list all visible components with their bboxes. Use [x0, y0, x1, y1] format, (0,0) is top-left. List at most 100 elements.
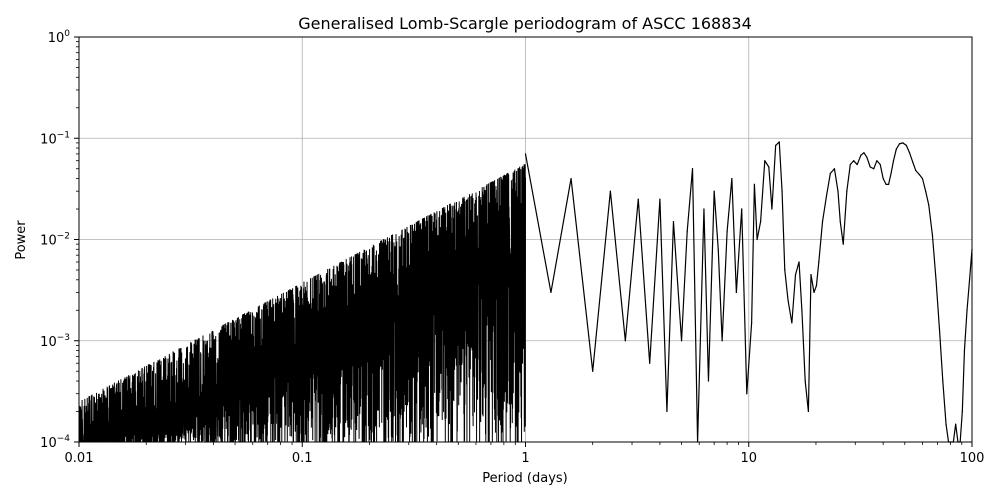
series-point — [839, 221, 841, 223]
series-point — [760, 221, 762, 223]
series-point — [691, 168, 694, 170]
series-point — [807, 410, 810, 413]
x-tick-label: 1 — [521, 451, 529, 466]
series-point — [813, 291, 815, 294]
series-point — [764, 160, 766, 162]
series-point — [672, 221, 675, 223]
series-point — [963, 349, 966, 352]
x-tick-label: 100 — [960, 451, 985, 466]
series-point — [649, 362, 651, 364]
y-axis-label: Power — [14, 220, 29, 260]
series-point — [735, 291, 737, 294]
series-point — [945, 423, 947, 425]
series-point — [898, 143, 901, 145]
tick-layer: 0.01 0.1 1 10 100 10−4 10−3 10−2 10−1 100 — [40, 29, 984, 466]
series-point — [902, 142, 904, 144]
series-point — [825, 195, 828, 197]
series-point — [753, 183, 756, 186]
series-layer — [524, 141, 973, 443]
series-point — [721, 340, 723, 342]
series-point — [921, 177, 924, 180]
series-point — [771, 208, 773, 210]
series-point — [778, 141, 780, 143]
series-point — [703, 208, 705, 210]
series-point — [592, 370, 594, 372]
series-point — [794, 274, 797, 276]
dense-noise-path — [78, 164, 526, 443]
series-point — [866, 156, 868, 158]
series-point — [938, 328, 941, 330]
series-point — [666, 410, 668, 413]
series-point — [804, 380, 806, 382]
series-point — [849, 163, 851, 166]
series-point — [853, 160, 855, 162]
series-point — [955, 423, 957, 425]
series-point — [918, 173, 920, 175]
series-point — [550, 291, 552, 294]
x-axis-label: Period (days) — [482, 471, 568, 486]
y-tick-label: 10−1 — [40, 130, 70, 147]
series-point — [869, 166, 871, 168]
series-point — [908, 152, 911, 154]
series-point — [905, 144, 907, 146]
series-point — [637, 198, 639, 200]
series-point — [731, 177, 733, 180]
chart-title: Generalised Lomb-Scargle periodogram of … — [298, 14, 752, 33]
series-point — [961, 410, 963, 413]
series-point — [942, 380, 944, 382]
series-point — [775, 144, 777, 146]
series-point — [791, 322, 793, 324]
series-point — [873, 168, 875, 170]
series-point — [717, 248, 719, 250]
series-point — [935, 279, 937, 281]
series-point — [895, 148, 897, 150]
series-point — [885, 183, 887, 186]
series-point — [784, 269, 786, 271]
y-tick-label: 10−4 — [40, 434, 70, 451]
series-point — [890, 172, 892, 174]
x-tick-label: 10 — [740, 451, 757, 466]
series-point — [892, 160, 895, 162]
series-point — [860, 154, 862, 156]
series-point — [659, 198, 661, 200]
series-point — [818, 261, 820, 263]
series-point — [624, 340, 626, 342]
series-point — [680, 340, 683, 342]
series-point — [741, 208, 743, 210]
series-point — [726, 230, 728, 233]
series-point — [931, 234, 934, 236]
series-point — [925, 190, 927, 192]
series-point — [801, 309, 803, 311]
series-point — [882, 177, 884, 180]
periodogram-dense-trace — [78, 164, 526, 443]
series-point — [915, 169, 917, 172]
series-point — [570, 177, 572, 180]
series-point — [966, 309, 968, 311]
series-point — [756, 238, 758, 241]
series-point — [686, 230, 688, 233]
x-tick-label: 0.01 — [65, 451, 94, 466]
series-point — [768, 166, 770, 168]
series-point — [887, 183, 890, 186]
y-tick-label: 100 — [48, 29, 71, 46]
series-point — [846, 190, 848, 192]
series-point — [798, 261, 800, 263]
series-point — [781, 190, 783, 192]
series-point — [912, 161, 914, 163]
series-point — [810, 274, 812, 276]
series-point — [837, 190, 839, 192]
plot-frame — [78, 36, 973, 443]
series-point — [968, 279, 971, 281]
series-point — [876, 160, 878, 162]
series-point — [787, 299, 789, 302]
series-point — [863, 152, 865, 154]
series-point — [879, 163, 881, 166]
series-point — [815, 285, 818, 287]
series-point — [821, 221, 824, 223]
series-point — [833, 168, 836, 170]
series-point — [707, 380, 710, 382]
series-point — [856, 163, 858, 166]
series-point — [713, 190, 715, 192]
